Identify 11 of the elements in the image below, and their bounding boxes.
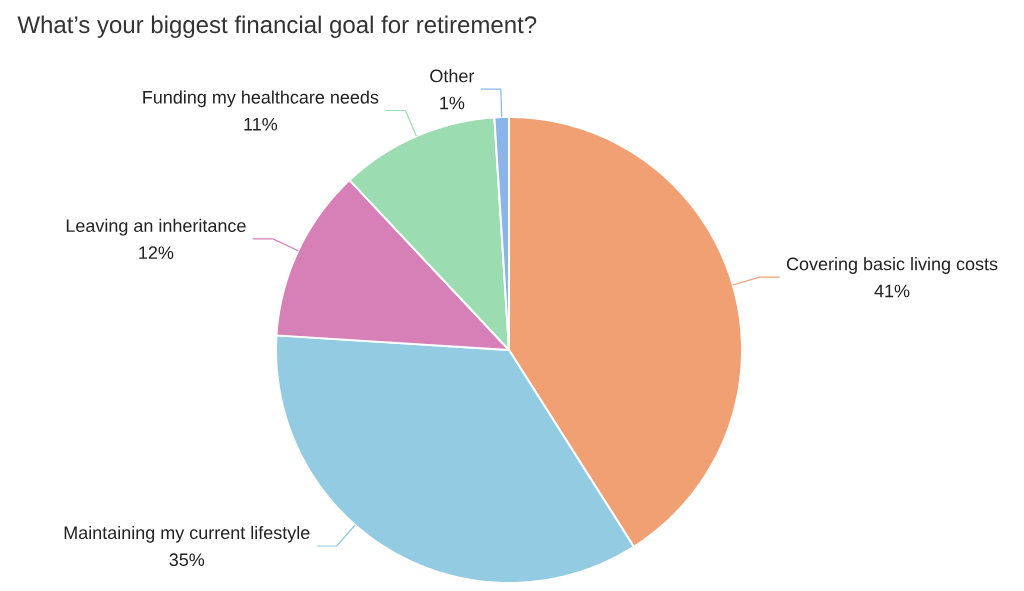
slice-label: Leaving an inheritance (66, 218, 246, 236)
chart-title: What’s your biggest financial goal for retirement? (17, 15, 537, 38)
data-label: 35% (169, 553, 205, 567)
data-label: 11% (244, 117, 278, 131)
slice-label: Other (430, 69, 475, 83)
data-label: 41% (874, 284, 910, 298)
data-label: 1% (440, 96, 465, 110)
slice-label: Covering basic living costs (786, 257, 998, 274)
data-label: 12% (139, 246, 174, 259)
slice-label: Funding my healthcare needs (143, 90, 379, 108)
slice-label: Maintaining my current lifestyle (64, 525, 310, 543)
